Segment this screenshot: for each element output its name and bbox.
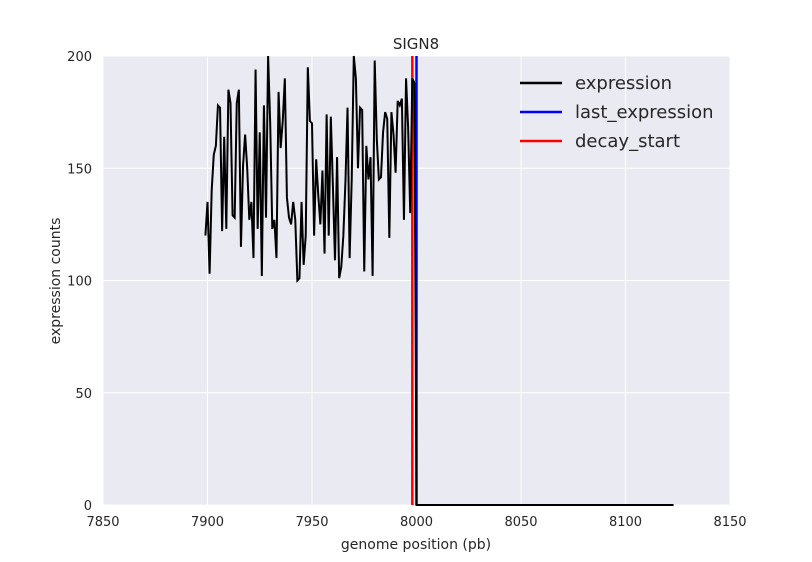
y-tick-label: 200 (67, 50, 92, 65)
x-tick-label: 7900 (191, 515, 224, 530)
chart-title: SIGN8 (393, 35, 439, 53)
y-tick-label: 50 (75, 387, 92, 402)
x-tick-label: 7950 (295, 515, 328, 530)
x-tick-label: 8000 (400, 515, 433, 530)
legend-label-decay_start: decay_start (575, 131, 680, 152)
legend: expression last_expression decay_start (520, 73, 714, 152)
y-axis-ticks: 0 50 100 150 200 (67, 50, 92, 514)
series-lines (204, 55, 674, 506)
x-tick-label: 8100 (609, 515, 642, 530)
x-tick-label: 8050 (504, 515, 537, 530)
y-tick-label: 100 (67, 275, 92, 290)
legend-label-last_expression: last_expression (575, 102, 714, 123)
expression-line (204, 55, 674, 506)
x-axis-ticks: 7850 7900 7950 8000 8050 8100 8150 (86, 515, 746, 530)
x-tick-label: 8150 (713, 515, 746, 530)
x-tick-label: 7850 (86, 515, 119, 530)
x-axis-label: genome position (pb) (341, 537, 491, 553)
y-axis-label: expression counts (48, 218, 64, 345)
y-tick-label: 150 (67, 162, 92, 177)
legend-label-expression: expression (575, 73, 672, 94)
y-tick-label: 0 (84, 499, 92, 514)
